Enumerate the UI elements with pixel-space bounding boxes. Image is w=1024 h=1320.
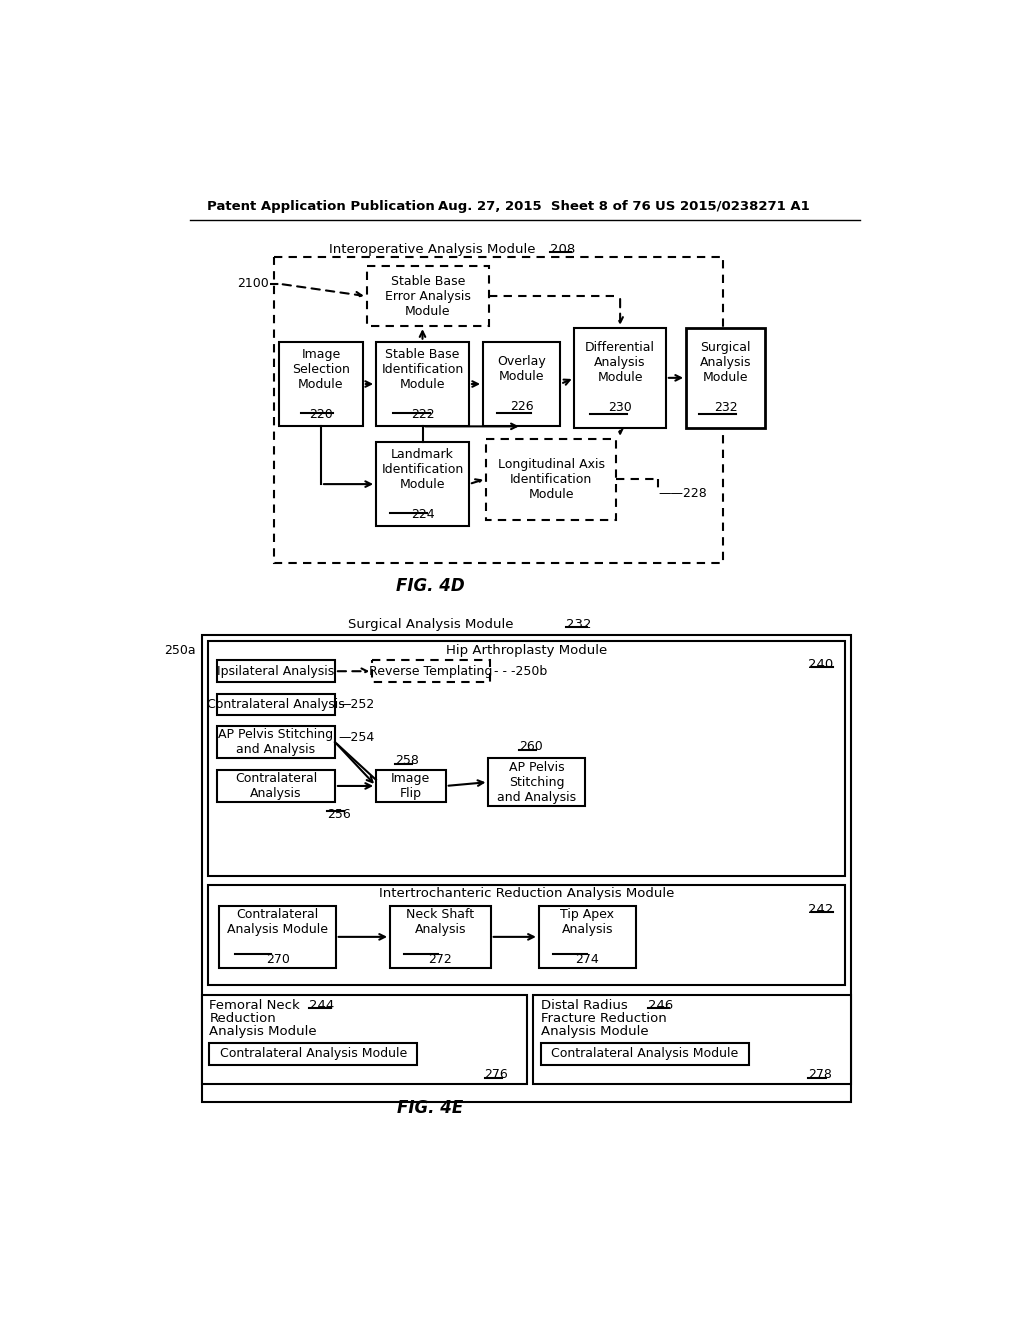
Bar <box>208 884 845 985</box>
Text: Contralateral Analysis Module: Contralateral Analysis Module <box>219 1047 407 1060</box>
Bar <box>376 342 469 426</box>
Text: 250a: 250a <box>165 644 197 657</box>
Text: Reverse Templating: Reverse Templating <box>370 665 493 677</box>
Text: 246: 246 <box>648 999 673 1012</box>
Bar <box>202 995 527 1084</box>
Text: Intertrochanteric Reduction Analysis Module: Intertrochanteric Reduction Analysis Mod… <box>379 887 674 900</box>
Text: Femoral Neck: Femoral Neck <box>209 999 300 1012</box>
Text: 240: 240 <box>808 657 834 671</box>
Text: Interoperative Analysis Module: Interoperative Analysis Module <box>329 243 536 256</box>
Text: 278: 278 <box>809 1068 833 1081</box>
Text: Overlay
Module

226: Overlay Module 226 <box>498 355 546 413</box>
Text: 244: 244 <box>308 999 334 1012</box>
Text: 260: 260 <box>519 741 543 754</box>
Text: Landmark
Identification
Module

224: Landmark Identification Module 224 <box>381 447 464 520</box>
Text: Stable Base
Identification
Module

222: Stable Base Identification Module 222 <box>381 347 464 421</box>
Bar <box>483 342 560 426</box>
Text: 232: 232 <box>566 618 592 631</box>
Bar <box>217 726 335 758</box>
Text: US 2015/0238271 A1: US 2015/0238271 A1 <box>655 199 810 213</box>
Text: —252: —252 <box>339 698 375 711</box>
Bar <box>686 327 765 428</box>
Bar <box>534 995 851 1084</box>
Text: Surgical Analysis Module: Surgical Analysis Module <box>347 618 513 631</box>
Bar <box>539 906 636 968</box>
Text: Patent Application Publication: Patent Application Publication <box>207 199 435 213</box>
Text: Contralateral Analysis: Contralateral Analysis <box>207 698 345 711</box>
Bar <box>273 257 723 564</box>
Text: Hip Arthroplasty Module: Hip Arthroplasty Module <box>445 644 607 657</box>
Bar <box>541 1043 749 1065</box>
Text: FIG. 4D: FIG. 4D <box>396 577 465 595</box>
Text: 256: 256 <box>328 808 351 821</box>
Bar <box>486 438 616 520</box>
Text: Reduction: Reduction <box>209 1012 276 1026</box>
Text: 2100: 2100 <box>238 277 269 290</box>
Text: Distal Radius: Distal Radius <box>541 999 628 1012</box>
Bar <box>376 442 469 527</box>
Text: Ipsilateral Analysis: Ipsilateral Analysis <box>217 665 335 677</box>
Bar <box>390 906 490 968</box>
Text: Analysis Module: Analysis Module <box>541 1026 648 1038</box>
Text: 258: 258 <box>395 754 419 767</box>
Bar <box>376 770 445 803</box>
Text: AP Pelvis
Stitching
and Analysis: AP Pelvis Stitching and Analysis <box>498 760 577 804</box>
Bar <box>217 660 335 682</box>
Text: Tip Apex
Analysis

274: Tip Apex Analysis 274 <box>560 908 614 966</box>
Bar <box>217 693 335 715</box>
Text: Contralateral Analysis Module: Contralateral Analysis Module <box>551 1047 738 1060</box>
Text: Contralateral
Analysis: Contralateral Analysis <box>234 772 317 800</box>
Bar <box>367 267 489 326</box>
Bar <box>209 1043 417 1065</box>
Bar <box>219 906 336 968</box>
Text: Contralateral
Analysis Module

270: Contralateral Analysis Module 270 <box>227 908 328 966</box>
Text: Neck Shaft
Analysis

272: Neck Shaft Analysis 272 <box>407 908 474 966</box>
Text: Image
Flip: Image Flip <box>391 772 430 800</box>
Text: - - -250b: - - -250b <box>494 665 547 677</box>
Text: Longitudinal Axis
Identification
Module: Longitudinal Axis Identification Module <box>498 458 604 500</box>
Bar <box>488 758 586 807</box>
Bar <box>202 635 851 1102</box>
Text: ——228: ——228 <box>658 487 708 500</box>
Text: AP Pelvis Stitching
and Analysis: AP Pelvis Stitching and Analysis <box>218 729 334 756</box>
Bar <box>217 770 335 803</box>
Text: 242: 242 <box>808 903 834 916</box>
Bar <box>574 327 666 428</box>
Bar <box>208 642 845 876</box>
Text: 276: 276 <box>484 1068 508 1081</box>
Text: Fracture Reduction: Fracture Reduction <box>541 1012 667 1026</box>
Text: —254: —254 <box>339 731 375 744</box>
Text: Aug. 27, 2015  Sheet 8 of 76: Aug. 27, 2015 Sheet 8 of 76 <box>438 199 650 213</box>
Text: 208: 208 <box>550 243 575 256</box>
Text: FIG. 4E: FIG. 4E <box>397 1098 464 1117</box>
Text: Differential
Analysis
Module

230: Differential Analysis Module 230 <box>585 342 655 414</box>
Text: Stable Base
Error Analysis
Module: Stable Base Error Analysis Module <box>385 275 471 318</box>
Text: Surgical
Analysis
Module

232: Surgical Analysis Module 232 <box>699 342 752 414</box>
Bar <box>280 342 362 426</box>
Text: Image
Selection
Module

220: Image Selection Module 220 <box>292 347 350 421</box>
Bar <box>372 660 489 682</box>
Text: Analysis Module: Analysis Module <box>209 1026 317 1038</box>
